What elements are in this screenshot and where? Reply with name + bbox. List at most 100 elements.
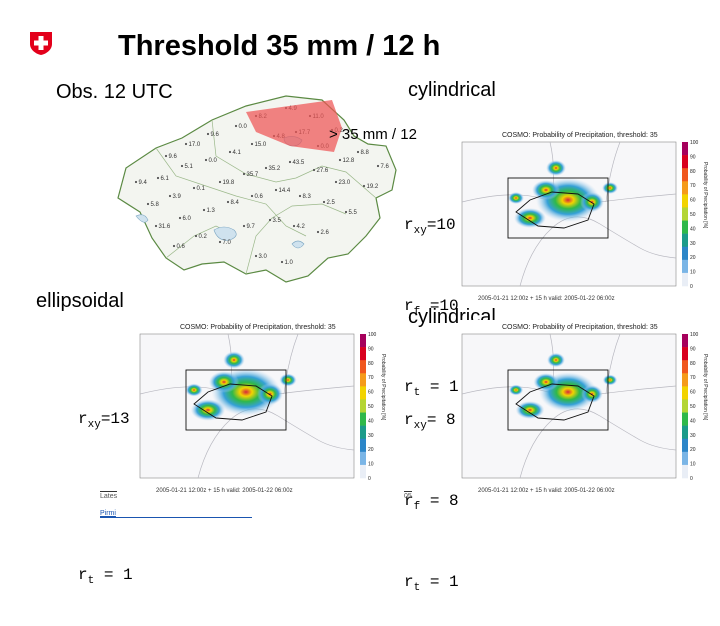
colorbar-tick-label: 10: [690, 270, 696, 276]
colorbar-segment: [360, 347, 366, 361]
verification-box: [507, 369, 609, 431]
colorbar-segment: [682, 425, 688, 440]
station-dot: [204, 158, 208, 162]
station-value: 3.5: [273, 218, 282, 224]
colorbar-tick-label: 90: [368, 346, 374, 352]
station-value: 0.1: [197, 186, 206, 192]
probability-blob: [257, 383, 283, 405]
station-value: 0.0: [239, 124, 248, 130]
map-title: COSMO: Probability of Precipitation, thr…: [502, 324, 658, 331]
panel-2-note: Lates: [100, 491, 118, 500]
station-dot: [134, 180, 138, 184]
probability-blob: [508, 192, 524, 204]
verification-box: [507, 177, 609, 239]
station-dot: [338, 158, 342, 162]
station-dot: [226, 200, 230, 204]
station-dot: [322, 200, 326, 204]
station-dot: [146, 202, 150, 206]
probability-map-svg: COSMO: Probability of Precipitation, thr…: [461, 132, 708, 302]
colorbar-tick-label: 60: [690, 390, 696, 396]
station-value: 27.6: [317, 168, 329, 174]
threshold-highlight-region: [246, 100, 342, 152]
station-value: 19.2: [367, 184, 379, 190]
probability-blob: [581, 385, 603, 403]
map-title: COSMO: Probability of Precipitation, thr…: [180, 324, 336, 331]
station-value: 0.0: [209, 158, 218, 164]
panel-3-param-rxy: rxy= 8: [404, 411, 456, 432]
probability-blob: [602, 182, 618, 194]
station-value: 4.2: [297, 224, 306, 230]
station-value: 14.4: [279, 188, 291, 194]
colorbar-tick-label: 80: [690, 361, 696, 367]
station-dot: [312, 168, 316, 172]
station-dot: [156, 176, 160, 180]
colorbar-tick-label: 0: [690, 476, 693, 482]
map-footer: 2005-01-21 12:00z + 15 h valid: 2005-01-…: [478, 488, 615, 494]
station-dot: [180, 164, 184, 168]
panel-2-param-rt: rt = 1: [78, 566, 133, 587]
colorbar-segment: [360, 451, 366, 466]
station-dot: [334, 180, 338, 184]
panel-2-link[interactable]: Pirmi: [100, 510, 252, 518]
colorbar-segment: [682, 464, 688, 479]
station-dot: [154, 224, 158, 228]
panel-1-param-rt: rt = 1: [404, 378, 459, 399]
station-dot: [206, 132, 210, 136]
colorbar-tick-label: 10: [690, 462, 696, 468]
station-value: 35.2: [269, 166, 281, 172]
threshold-highlight-label: > 35 mm / 12: [329, 126, 417, 143]
station-value: 35.7: [247, 172, 259, 178]
probability-blob: [515, 401, 545, 419]
station-value: 1.3: [207, 208, 216, 214]
colorbar-tick-label: 50: [368, 404, 374, 410]
panel-3-param-rt: rt = 1: [404, 573, 459, 594]
colorbar-tick-label: 80: [690, 169, 696, 175]
colorbar-tick-label: 30: [368, 433, 374, 439]
station-value: 1.0: [285, 260, 294, 266]
colorbar-tick-label: 70: [690, 183, 696, 189]
probability-blob: [208, 371, 240, 393]
colorbar-tick-label: 90: [690, 346, 696, 352]
station-value: 19.8: [223, 180, 235, 186]
station-value: 5.1: [185, 164, 194, 170]
station-dot: [184, 142, 188, 146]
colorbar-tick-label: 90: [690, 154, 696, 160]
station-value: 8.8: [361, 150, 370, 156]
probability-blob: [533, 373, 559, 391]
colorbar-segment: [360, 373, 366, 387]
colorbar-tick-label: 20: [690, 255, 696, 261]
station-value: 8.3: [303, 194, 312, 200]
colorbar-tick-label: 40: [690, 418, 696, 424]
colorbar-tick-label: 100: [368, 332, 377, 338]
station-value: 9.6: [211, 132, 220, 138]
station-value: 0.6: [255, 194, 264, 200]
station-dot: [242, 172, 246, 176]
colorbar-segment: [360, 399, 366, 413]
colorbar-segment: [682, 386, 688, 400]
panel-2-parameters: rxy=13 rt = 1: [78, 357, 133, 619]
station-value: 23.0: [339, 180, 351, 186]
colorbar-segment: [682, 181, 688, 195]
station-dot: [288, 160, 292, 164]
station-value: 2.6: [321, 230, 330, 236]
station-value: 9.4: [139, 180, 148, 186]
colorbar-tick-label: 50: [690, 212, 696, 218]
station-dot: [250, 194, 254, 198]
probability-map-2: COSMO: Probability of Precipitation, thr…: [138, 320, 388, 496]
colorbar-tick-label: 30: [690, 241, 696, 247]
station-dot: [228, 150, 232, 154]
colorbar-segment: [682, 142, 688, 156]
colorbar-tick-label: 50: [690, 404, 696, 410]
colorbar-tick-label: 70: [690, 375, 696, 381]
colorbar-segment: [682, 373, 688, 387]
colorbar-tick-label: 70: [368, 375, 374, 381]
panel-3-param-rf: rf = 8: [404, 492, 459, 513]
station-dot: [202, 208, 206, 212]
station-value: 7.6: [381, 164, 390, 170]
colorbar-segment: [682, 194, 688, 208]
panel-1-param-rxy: rxy=10: [404, 216, 456, 237]
station-dot: [356, 150, 360, 154]
station-dot: [254, 254, 258, 258]
probability-blob: [223, 351, 245, 369]
colorbar-label: Probability of Precipitation [%]: [702, 162, 708, 229]
